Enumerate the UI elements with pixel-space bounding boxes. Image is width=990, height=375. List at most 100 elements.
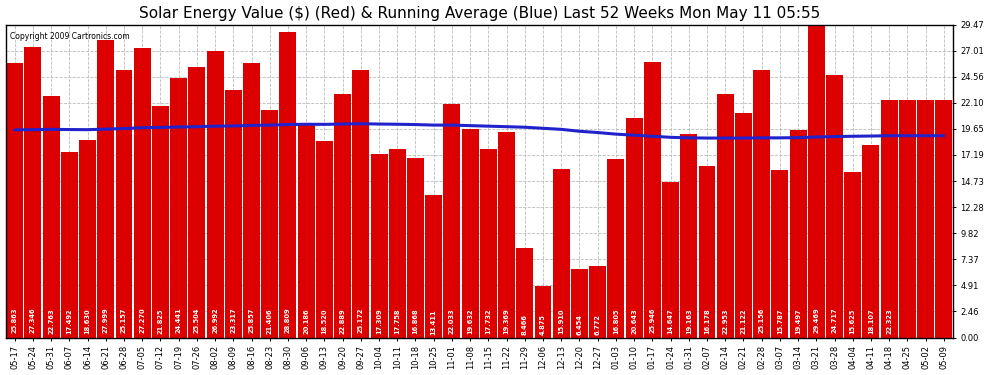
Text: 25.857: 25.857 [248,308,254,333]
Bar [170,78,187,338]
Text: 21.825: 21.825 [157,308,163,334]
Bar [461,129,478,338]
Bar [735,113,751,338]
Bar [626,118,643,338]
Text: 24.441: 24.441 [175,308,181,333]
Text: 17.732: 17.732 [485,309,491,334]
Bar [608,159,625,338]
Text: 8.466: 8.466 [522,314,528,335]
Bar [407,158,424,338]
Bar [826,75,842,338]
Text: Copyright 2009 Cartronics.com: Copyright 2009 Cartronics.com [10,32,130,41]
Text: 20.186: 20.186 [303,308,309,334]
Text: 27.999: 27.999 [103,308,109,333]
Text: 19.163: 19.163 [686,308,692,334]
Text: 21.122: 21.122 [741,308,746,334]
Bar [60,152,78,338]
Text: 21.406: 21.406 [266,308,272,334]
Text: 25.156: 25.156 [758,308,764,333]
Text: 28.809: 28.809 [285,307,291,333]
Bar [134,48,150,338]
Text: 17.492: 17.492 [66,309,72,334]
Bar [25,47,42,338]
Bar [644,62,660,338]
Bar [680,134,697,338]
Text: 22.033: 22.033 [448,308,455,334]
Text: 18.107: 18.107 [868,308,874,334]
Bar [535,286,551,338]
Text: 19.497: 19.497 [795,308,801,334]
Text: 27.270: 27.270 [140,308,146,333]
Text: 17.309: 17.309 [376,309,382,334]
Text: 23.317: 23.317 [231,308,237,333]
Text: 20.643: 20.643 [631,308,638,334]
Text: 22.953: 22.953 [722,308,729,333]
Text: 19.369: 19.369 [504,308,510,334]
Bar [753,70,770,338]
Bar [552,168,569,338]
Bar [225,90,242,338]
Text: 16.868: 16.868 [413,309,419,334]
Text: 16.178: 16.178 [704,309,710,334]
Bar [43,96,59,338]
Bar [426,195,443,338]
Text: 26.992: 26.992 [212,308,218,333]
Text: 4.875: 4.875 [540,315,546,336]
Bar [79,140,96,338]
Bar [243,63,260,338]
Bar [844,172,861,338]
Bar [699,166,716,338]
Bar [389,149,406,338]
Title: Solar Energy Value ($) (Red) & Running Average (Blue) Last 52 Weeks Mon May 11 0: Solar Energy Value ($) (Red) & Running A… [139,6,820,21]
Bar [444,104,460,338]
Bar [370,154,387,338]
Text: 18.520: 18.520 [322,309,328,334]
Bar [97,40,114,338]
Bar [298,123,315,338]
Bar [662,182,679,338]
Text: 22.763: 22.763 [49,308,54,333]
Bar [862,145,879,338]
Text: 15.910: 15.910 [558,309,564,334]
Bar [480,149,497,338]
Text: 24.717: 24.717 [832,308,838,333]
Bar [151,106,169,338]
Bar [917,100,935,338]
Text: 15.787: 15.787 [777,309,783,334]
Bar [279,32,296,338]
Text: 29.469: 29.469 [814,307,820,333]
Bar [316,141,333,338]
Bar [571,269,588,338]
Bar [899,100,916,338]
Bar [335,94,351,338]
Bar [589,266,606,338]
Bar [188,67,205,338]
Text: 14.647: 14.647 [667,309,673,334]
Text: 17.758: 17.758 [394,309,400,334]
Bar [717,94,734,338]
Bar [498,132,515,338]
Bar [352,70,369,338]
Text: 6.454: 6.454 [576,314,582,335]
Text: 25.504: 25.504 [194,308,200,333]
Text: 15.625: 15.625 [849,309,855,334]
Bar [881,100,898,338]
Text: 25.946: 25.946 [649,308,655,333]
Text: 18.630: 18.630 [84,308,90,334]
Text: 22.889: 22.889 [340,308,346,333]
Text: 25.157: 25.157 [121,308,127,333]
Text: 25.863: 25.863 [12,308,18,333]
Text: 19.632: 19.632 [467,308,473,334]
Bar [936,100,952,338]
Bar [517,248,534,338]
Text: 25.172: 25.172 [357,308,363,333]
Text: 22.323: 22.323 [886,308,892,334]
Bar [6,63,23,338]
Bar [790,130,807,338]
Text: 6.772: 6.772 [595,314,601,335]
Text: 27.346: 27.346 [30,308,36,333]
Bar [116,70,133,338]
Bar [261,110,278,338]
Bar [808,24,825,338]
Bar [771,170,788,338]
